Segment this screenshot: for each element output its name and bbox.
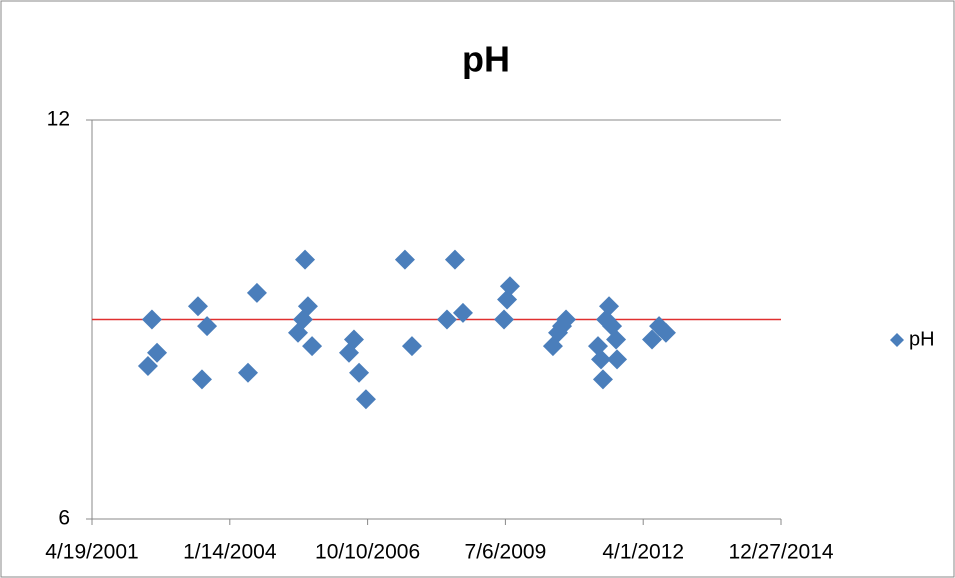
point xyxy=(237,362,258,383)
point xyxy=(302,336,323,357)
point xyxy=(394,249,415,270)
point xyxy=(591,349,612,370)
point xyxy=(494,309,515,330)
x-tick-label: 10/10/2006 xyxy=(315,541,420,564)
point xyxy=(606,329,627,350)
x-tick-label: 4/1/2012 xyxy=(602,541,684,564)
point xyxy=(246,282,267,303)
x-tick-label: 7/6/2009 xyxy=(465,541,547,564)
legend-label: pH xyxy=(909,328,935,350)
point xyxy=(295,249,316,270)
point xyxy=(436,309,457,330)
x-tick-label: 1/14/2004 xyxy=(183,541,277,564)
point xyxy=(343,329,364,350)
point xyxy=(444,249,465,270)
y-tick-label: 6 xyxy=(58,507,70,530)
point xyxy=(147,342,168,363)
x-tick-label: 12/27/2014 xyxy=(728,541,833,564)
point xyxy=(588,336,609,357)
point xyxy=(197,316,218,337)
point xyxy=(642,329,663,350)
point xyxy=(137,356,158,377)
x-tick-label: 4/19/2001 xyxy=(45,541,138,564)
chart-title: pH xyxy=(462,39,510,80)
point xyxy=(556,309,577,330)
legend-marker xyxy=(890,333,904,347)
point xyxy=(349,362,370,383)
point xyxy=(499,276,520,297)
point xyxy=(401,336,422,357)
point xyxy=(607,349,628,370)
point xyxy=(141,309,162,330)
point xyxy=(599,296,620,317)
point xyxy=(355,389,376,410)
point xyxy=(191,369,212,390)
point xyxy=(655,322,676,343)
point xyxy=(297,296,318,317)
point xyxy=(452,302,473,323)
point xyxy=(592,369,613,390)
point xyxy=(497,289,518,310)
y-tick-label: 12 xyxy=(47,108,70,131)
point xyxy=(187,296,208,317)
